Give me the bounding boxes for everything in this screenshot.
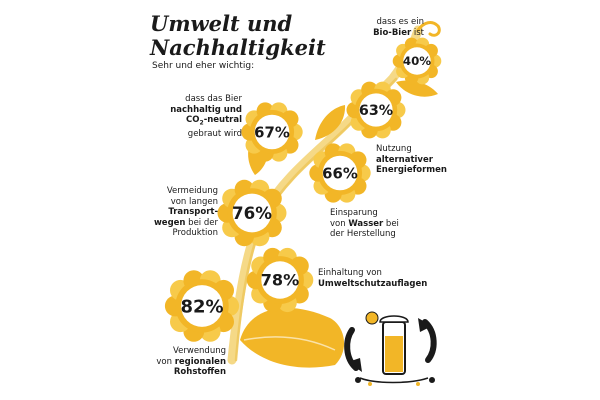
flower-co2: 67% <box>241 102 303 162</box>
stem <box>227 25 423 365</box>
value-label: 66% <box>322 164 358 182</box>
tendril <box>416 21 441 37</box>
flower-center <box>403 47 431 75</box>
value-label: 63% <box>359 103 393 119</box>
label-co2: dass das Bier nachhaltig und CO2-neutral… <box>170 94 242 140</box>
title-line-1: Umwelt und <box>150 11 293 36</box>
flower-regional: 82% <box>164 270 240 342</box>
leaf-vein <box>243 336 336 351</box>
value-label: 76% <box>232 203 272 223</box>
flower-energie: 63% <box>346 81 406 139</box>
leaf-top <box>396 80 438 97</box>
label-bio: dass es ein Bio-Bier ist <box>373 17 424 38</box>
flower-wasser: 66% <box>309 143 371 203</box>
flower-umwelt: 78% <box>246 247 314 313</box>
flower-center <box>181 285 223 327</box>
label-umwelt: Einhaltung von Umweltschutzauflagen <box>318 268 428 289</box>
leaf-upper <box>315 105 346 140</box>
flower-center <box>322 155 358 191</box>
value-label: 40% <box>403 54 431 68</box>
label-energie: Nutzung alternativer Energieformen <box>376 144 447 175</box>
value-label: 67% <box>254 123 290 141</box>
flower-center <box>232 193 272 233</box>
label-transport: Vermeidung von langen Transport- wegen b… <box>153 186 218 238</box>
flower-center <box>254 114 290 150</box>
flower-transport: 76% <box>217 179 287 247</box>
label-wasser: Einsparung von Wasser bei der Herstellun… <box>330 208 399 239</box>
value-label: 82% <box>180 296 223 317</box>
subtitle: Sehr und eher wichtig: <box>152 61 255 71</box>
flower-center <box>359 93 393 127</box>
page-title: Umwelt und Nachhaltigkeit <box>150 12 326 60</box>
label-regional: Verwendung von regionalen Rohstoffen <box>156 346 226 377</box>
recycle-beer-icon <box>344 311 437 386</box>
flower-center <box>261 261 299 299</box>
value-label: 78% <box>261 271 300 290</box>
title-line-2: Nachhaltigkeit <box>150 35 326 60</box>
flower-bio: 40% <box>392 37 442 85</box>
